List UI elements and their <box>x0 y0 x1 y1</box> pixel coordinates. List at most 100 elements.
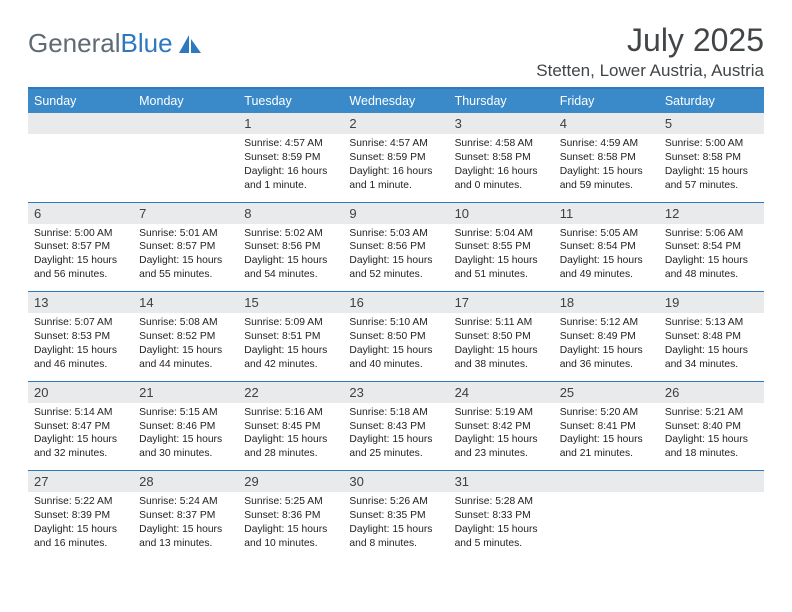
day-number: 9 <box>343 203 448 224</box>
daylight: Daylight: 15 hours and 25 minutes. <box>349 433 444 461</box>
dow-wed: Wednesday <box>343 89 448 113</box>
sunset: Sunset: 8:42 PM <box>455 420 550 434</box>
day-number: 22 <box>238 382 343 403</box>
day-cell-body: Sunrise: 5:15 AMSunset: 8:46 PMDaylight:… <box>133 403 238 471</box>
day-cell-body: Sunrise: 5:02 AMSunset: 8:56 PMDaylight:… <box>238 224 343 292</box>
dow-thu: Thursday <box>449 89 554 113</box>
sunrise: Sunrise: 5:18 AM <box>349 406 444 420</box>
day-cell-body: Sunrise: 5:06 AMSunset: 8:54 PMDaylight:… <box>659 224 764 292</box>
day-body: Sunrise: 5:02 AMSunset: 8:56 PMDaylight:… <box>238 224 343 292</box>
daylight: Daylight: 15 hours and 36 minutes. <box>560 344 655 372</box>
day-body: Sunrise: 4:59 AMSunset: 8:58 PMDaylight:… <box>554 134 659 202</box>
sunset: Sunset: 8:59 PM <box>349 151 444 165</box>
daylight: Daylight: 16 hours and 1 minute. <box>349 165 444 193</box>
day-cell-body: Sunrise: 5:22 AMSunset: 8:39 PMDaylight:… <box>28 492 133 560</box>
sunset: Sunset: 8:37 PM <box>139 509 234 523</box>
day-cell-num: 28 <box>133 471 238 492</box>
day-cell-body: Sunrise: 4:57 AMSunset: 8:59 PMDaylight:… <box>343 134 448 202</box>
daylight: Daylight: 15 hours and 49 minutes. <box>560 254 655 282</box>
day-body: Sunrise: 5:07 AMSunset: 8:53 PMDaylight:… <box>28 313 133 381</box>
day-number: 7 <box>133 203 238 224</box>
day-cell-body: Sunrise: 5:00 AMSunset: 8:57 PMDaylight:… <box>28 224 133 292</box>
day-body: Sunrise: 5:20 AMSunset: 8:41 PMDaylight:… <box>554 403 659 471</box>
day-cell-num: 3 <box>449 113 554 134</box>
day-cell-num: 8 <box>238 203 343 224</box>
sunset: Sunset: 8:50 PM <box>349 330 444 344</box>
sunrise: Sunrise: 5:10 AM <box>349 316 444 330</box>
day-number: 11 <box>554 203 659 224</box>
day-body: Sunrise: 4:58 AMSunset: 8:58 PMDaylight:… <box>449 134 554 202</box>
day-body: Sunrise: 5:09 AMSunset: 8:51 PMDaylight:… <box>238 313 343 381</box>
sunrise: Sunrise: 5:07 AM <box>34 316 129 330</box>
dow-tue: Tuesday <box>238 89 343 113</box>
daylight: Daylight: 15 hours and 42 minutes. <box>244 344 339 372</box>
dow-sun: Sunday <box>28 89 133 113</box>
day-number: 24 <box>449 382 554 403</box>
day-cell-num: 22 <box>238 382 343 403</box>
day-body <box>28 134 133 192</box>
day-cell-num: 4 <box>554 113 659 134</box>
day-number: 13 <box>28 292 133 313</box>
sunset: Sunset: 8:52 PM <box>139 330 234 344</box>
day-cell-num: 16 <box>343 292 448 313</box>
day-body: Sunrise: 5:05 AMSunset: 8:54 PMDaylight:… <box>554 224 659 292</box>
dow-fri: Friday <box>554 89 659 113</box>
sunrise: Sunrise: 5:11 AM <box>455 316 550 330</box>
day-cell-num <box>554 471 659 492</box>
day-body: Sunrise: 5:18 AMSunset: 8:43 PMDaylight:… <box>343 403 448 471</box>
day-number: 10 <box>449 203 554 224</box>
sunrise: Sunrise: 5:02 AM <box>244 227 339 241</box>
day-body: Sunrise: 5:00 AMSunset: 8:58 PMDaylight:… <box>659 134 764 202</box>
day-cell-body: Sunrise: 5:13 AMSunset: 8:48 PMDaylight:… <box>659 313 764 381</box>
day-body: Sunrise: 5:13 AMSunset: 8:48 PMDaylight:… <box>659 313 764 381</box>
day-cell-num: 14 <box>133 292 238 313</box>
calendar: Sunday Monday Tuesday Wednesday Thursday… <box>28 87 764 560</box>
day-cell-body: Sunrise: 5:08 AMSunset: 8:52 PMDaylight:… <box>133 313 238 381</box>
day-cell-num: 27 <box>28 471 133 492</box>
day-cell-num: 15 <box>238 292 343 313</box>
week-row: 13141516171819Sunrise: 5:07 AMSunset: 8:… <box>28 292 764 382</box>
dow-mon: Monday <box>133 89 238 113</box>
dow-sat: Saturday <box>659 89 764 113</box>
day-body: Sunrise: 5:00 AMSunset: 8:57 PMDaylight:… <box>28 224 133 292</box>
day-number: 20 <box>28 382 133 403</box>
day-number <box>133 113 238 134</box>
sunset: Sunset: 8:39 PM <box>34 509 129 523</box>
day-number <box>659 471 764 492</box>
day-body <box>133 134 238 192</box>
day-cell-num: 12 <box>659 203 764 224</box>
sunrise: Sunrise: 5:21 AM <box>665 406 760 420</box>
sunset: Sunset: 8:53 PM <box>34 330 129 344</box>
day-number: 16 <box>343 292 448 313</box>
daylight: Daylight: 15 hours and 28 minutes. <box>244 433 339 461</box>
sunset: Sunset: 8:43 PM <box>349 420 444 434</box>
daylight: Daylight: 15 hours and 30 minutes. <box>139 433 234 461</box>
daylight: Daylight: 15 hours and 8 minutes. <box>349 523 444 551</box>
week-row: 6789101112 Sunrise: 5:00 AMSunset: 8:57 P… <box>28 203 764 293</box>
daybody-row: Sunrise: 5:14 AMSunset: 8:47 PM Daylight:… <box>28 403 764 471</box>
dow-row: Sunday Monday Tuesday Wednesday Thursday… <box>28 89 764 113</box>
day-body: Sunrise: 5:16 AMSunset: 8:45 PMDaylight:… <box>238 403 343 471</box>
day-number <box>554 471 659 492</box>
sunset: Sunset: 8:36 PM <box>244 509 339 523</box>
day-number: 1 <box>238 113 343 134</box>
daynum-row: 20212223242526 <box>28 382 764 403</box>
day-body: Sunrise: 5:22 AMSunset: 8:39 PMDaylight:… <box>28 492 133 560</box>
sunrise: Sunrise: 5:22 AM <box>34 495 129 509</box>
day-number: 28 <box>133 471 238 492</box>
sunrise: Sunrise: 5:14 AM <box>34 406 129 420</box>
sunset: Sunset: 8:56 PM <box>244 240 339 254</box>
day-cell-num: 6 <box>28 203 133 224</box>
day-body: Sunrise: 5:15 AMSunset: 8:46 PMDaylight:… <box>133 403 238 471</box>
sunset: Sunset: 8:56 PM <box>349 240 444 254</box>
logo: GeneralBlue <box>28 22 203 59</box>
day-cell-num: 23 <box>343 382 448 403</box>
day-cell-body: Sunrise: 5:25 AMSunset: 8:36 PMDaylight:… <box>238 492 343 560</box>
sunset: Sunset: 8:47 PM <box>34 420 129 434</box>
day-cell-num: 17 <box>449 292 554 313</box>
day-cell-num: 10 <box>449 203 554 224</box>
header: GeneralBlue July 2025 Stetten, Lower Aus… <box>28 22 764 81</box>
logo-text-2: Blue <box>121 28 173 59</box>
daylight: Daylight: 15 hours and 44 minutes. <box>139 344 234 372</box>
daylight: Daylight: 15 hours and 38 minutes. <box>455 344 550 372</box>
